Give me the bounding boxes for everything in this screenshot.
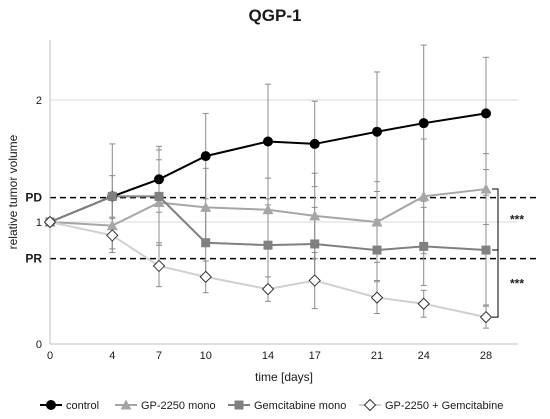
y-tick-label: 1 xyxy=(36,217,42,229)
data-point xyxy=(417,297,430,310)
legend-label: control xyxy=(66,400,99,412)
data-point xyxy=(261,282,275,296)
data-point xyxy=(152,259,166,273)
error-bars xyxy=(109,44,489,329)
grid-lines xyxy=(50,99,518,223)
x-tick-label: 14 xyxy=(262,350,274,362)
data-point xyxy=(107,191,117,201)
data-point xyxy=(106,229,119,242)
chart-title: QGP-1 xyxy=(249,6,302,25)
legend-label: GP-2250 mono xyxy=(141,400,216,412)
data-point xyxy=(309,138,320,149)
reference-lines: PD PR xyxy=(25,191,540,266)
data-point xyxy=(481,108,491,119)
legend: control GP-2250 mono Gemcitabine mono GP-22… xyxy=(40,398,503,412)
x-tick-label: 24 xyxy=(418,350,430,362)
x-axis-label: time [days] xyxy=(255,370,313,384)
data-point xyxy=(154,191,164,201)
x-tick-label: 17 xyxy=(309,350,321,362)
x-tick-label: 4 xyxy=(109,350,115,362)
axes xyxy=(49,40,518,345)
data-point xyxy=(106,220,118,231)
data-point xyxy=(481,245,491,255)
significance-brackets: *** *** xyxy=(492,188,524,318)
legend-label: Gemcitabine mono xyxy=(254,400,346,412)
data-point xyxy=(372,126,382,137)
significance-label: *** xyxy=(510,213,524,227)
data-point xyxy=(480,183,492,194)
data-point xyxy=(43,215,57,229)
reference-label-pr: PR xyxy=(25,252,42,266)
data-point xyxy=(154,174,164,185)
y-tick-label: 2 xyxy=(36,95,42,107)
data-point xyxy=(372,245,382,255)
data-point xyxy=(419,241,429,251)
tick-labels: 0 1 2 0 4 7 10 14 17 21 24 28 xyxy=(36,95,492,362)
data-point xyxy=(418,190,430,201)
data-point xyxy=(153,196,165,207)
legend-marker xyxy=(234,400,244,410)
data-point xyxy=(200,201,212,212)
data-point xyxy=(200,151,211,162)
legend-marker xyxy=(363,398,377,412)
x-tick-label: 21 xyxy=(371,350,383,362)
data-point xyxy=(479,310,493,324)
data-point xyxy=(308,274,321,287)
x-tick-label: 7 xyxy=(156,350,162,362)
data-point xyxy=(263,136,273,147)
data-point xyxy=(371,216,383,227)
significance-bracket xyxy=(492,249,499,318)
legend-marker xyxy=(46,400,56,410)
data-point xyxy=(418,118,429,129)
data-point xyxy=(201,238,211,248)
x-tick-label: 10 xyxy=(200,350,212,362)
data-point xyxy=(309,210,321,221)
data-point xyxy=(199,270,212,284)
data-point xyxy=(263,240,273,250)
data-point xyxy=(310,239,320,249)
series-markers xyxy=(43,108,493,324)
legend-label: GP-2250 + Gemcitabine xyxy=(385,400,503,412)
data-point xyxy=(370,291,384,304)
x-tick-label: 28 xyxy=(480,350,492,362)
data-point xyxy=(262,204,274,215)
significance-label: *** xyxy=(510,277,524,291)
y-axis-label: relative tumor volume xyxy=(6,134,20,249)
y-tick-label: 0 xyxy=(36,339,42,351)
legend-marker xyxy=(120,399,132,410)
reference-label-pd: PD xyxy=(25,191,42,205)
x-tick-label: 0 xyxy=(47,350,53,362)
